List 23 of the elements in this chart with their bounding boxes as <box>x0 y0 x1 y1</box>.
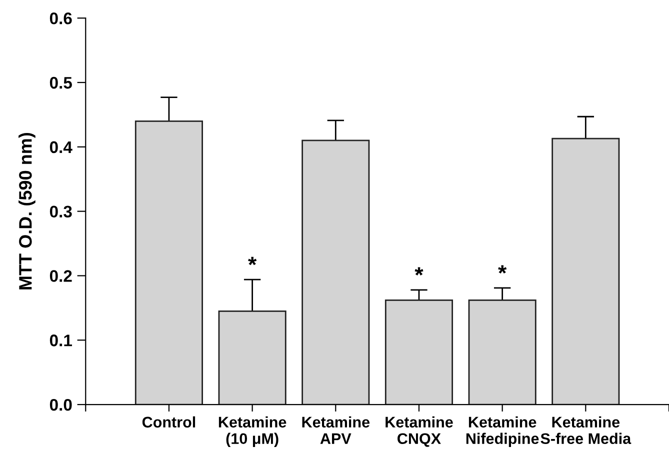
bar <box>384 300 454 405</box>
y-tick-label: 0.5 <box>50 76 72 89</box>
y-tick-label: 0.6 <box>50 12 72 24</box>
x-tick-label: Control <box>142 416 196 428</box>
y-tick-label: 0.2 <box>50 270 72 282</box>
bar <box>552 138 620 405</box>
annotation: * <box>414 267 424 276</box>
bar <box>218 310 286 405</box>
y-axis-title: MTT O.D. (590 nm) <box>18 132 36 290</box>
x-tick-label: Ketamine APV <box>302 416 370 444</box>
bar <box>134 120 203 405</box>
y-tick-label: 0.0 <box>50 398 72 411</box>
annotation: * <box>498 265 507 274</box>
x-tick-label: Ketamine (10 μM) <box>218 416 286 448</box>
bar <box>468 300 536 405</box>
y-tick-label: 0.3 <box>50 206 72 218</box>
bar <box>302 140 370 405</box>
annotation: * <box>248 256 257 266</box>
x-tick-label: Ketamine Nifedipine <box>466 416 539 448</box>
y-tick-label: 0.4 <box>50 141 72 154</box>
x-tick-label: Ketamine CNQX <box>386 416 453 447</box>
y-tick-label: 0.1 <box>50 334 72 346</box>
x-tick-label: Ketamine S-free Media <box>540 416 632 444</box>
